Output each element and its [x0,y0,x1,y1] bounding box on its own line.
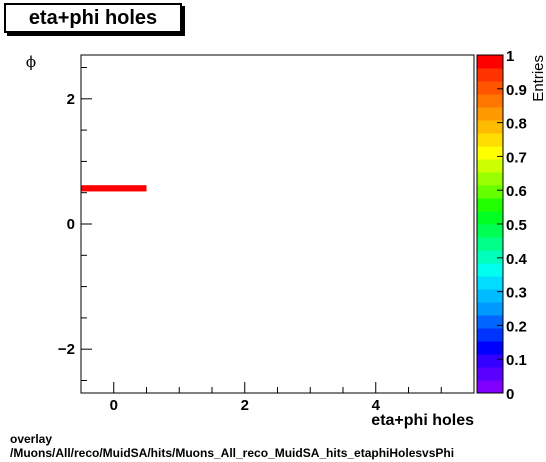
z-tick-label-7: 0.7 [506,149,527,166]
color-scale-band-20 [477,120,503,134]
z-tick-label-1: 0.1 [506,352,527,369]
y-tick-label-1: 0 [67,216,75,233]
color-scale-band-22 [477,94,503,108]
z-tick-label-8: 0.8 [506,116,527,133]
z-tick-label-3: 0.3 [506,285,527,302]
z-axis-title: Entries [530,55,546,102]
color-scale-band-14 [477,198,503,212]
z-tick-label-6: 0.6 [506,183,527,200]
color-scale-band-24 [477,68,503,82]
color-scale-band-11 [477,237,503,251]
footer-line-1: overlay [10,432,53,446]
color-scale-band-15 [477,185,503,199]
color-scale-band-2 [477,354,503,368]
color-scale-band-19 [477,133,503,147]
color-scale-band-12 [477,224,503,238]
footer-line-2: /Muons/All/reco/MuidSA/hits/Muons_All_re… [10,446,455,460]
y-tick-label-0: −2 [58,341,75,358]
color-scale-band-17 [477,159,503,173]
color-scale-band-23 [477,81,503,95]
heatmap-cell-0 [81,185,147,192]
color-scale-band-5 [477,315,503,329]
z-tick-label-0: 0 [506,386,514,403]
color-scale-band-1 [477,367,503,381]
title-box: eta+phi holes [4,3,182,33]
color-scale-band-4 [477,328,503,342]
color-scale-band-9 [477,263,503,277]
color-scale-band-8 [477,276,503,290]
color-scale-band-7 [477,289,503,303]
z-tick-label-4: 0.4 [506,251,528,268]
x-tick-label-0: 0 [110,397,118,414]
color-scale-band-13 [477,211,503,225]
x-tick-label-2: 4 [372,397,381,414]
chart-title: eta+phi holes [28,7,158,29]
z-tick-label-9: 0.9 [506,82,527,99]
color-scale-band-10 [477,250,503,264]
x-tick-label-1: 2 [241,397,249,414]
color-scale-band-6 [477,302,503,316]
y-axis-title: ϕ [26,53,36,71]
color-scale-band-0 [477,380,503,394]
x-axis-title: eta+phi holes [371,412,474,429]
color-scale-band-3 [477,341,503,355]
color-scale-band-16 [477,172,503,186]
color-scale-band-18 [477,146,503,160]
z-tick-label-5: 0.5 [506,217,527,234]
histogram-plot: 0 2 4 −2 0 2 eta+phi holes ϕ 0 0.1 0.2 0.3 0.4 0.5 0.6… [26,48,546,429]
z-tick-label-2: 0.2 [506,318,527,335]
z-tick-label-10: 1 [506,48,514,65]
color-scale-band-25 [477,55,503,69]
y-tick-label-2: 2 [67,91,75,108]
plot-frame [80,54,475,394]
color-scale-band-21 [477,107,503,121]
